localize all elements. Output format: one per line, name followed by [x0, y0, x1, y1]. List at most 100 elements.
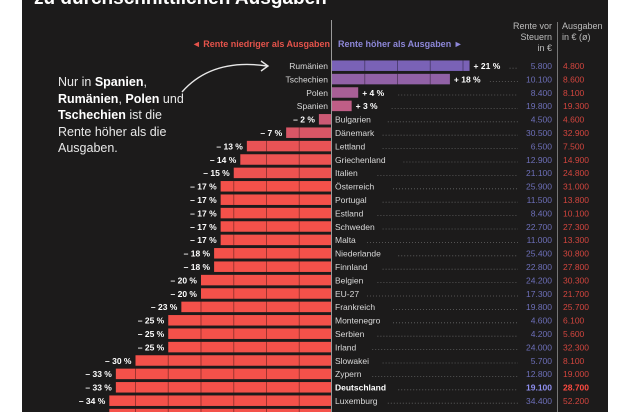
- rente-value: 8.400: [531, 88, 553, 98]
- rente-value: 21.100: [526, 168, 552, 178]
- rente-value: 24.200: [526, 275, 552, 285]
- bar: [332, 87, 359, 98]
- ausgaben-value: 6.100: [563, 316, 585, 326]
- chart-panel: zu durchschnittlichen Ausgaben ◄ Rente n…: [22, 0, 608, 412]
- zero-axis-line: [331, 20, 332, 412]
- ausgaben-value: 30.800: [563, 249, 589, 259]
- percent-label: – 17 %: [190, 235, 217, 245]
- annotation-part: Nur in: [58, 75, 95, 89]
- country-label: Montenegro: [335, 316, 381, 326]
- country-label: Tschechien: [285, 74, 328, 84]
- percent-label: – 17 %: [190, 208, 217, 218]
- ausgaben-value: 4.800: [563, 61, 585, 71]
- chart-title: zu durchschnittlichen Ausgaben: [34, 0, 327, 10]
- ausgaben-value: 27.800: [563, 262, 589, 272]
- ausgaben-value: 32.900: [563, 128, 589, 138]
- rente-value: 10.100: [526, 74, 552, 84]
- country-label: Irland: [335, 342, 357, 352]
- percent-label: – 20 %: [171, 275, 198, 285]
- percent-label: – 17 %: [190, 222, 217, 232]
- percent-label: – 18 %: [184, 262, 211, 272]
- country-label: Slowakei: [335, 356, 369, 366]
- country-label: Belgien: [335, 275, 364, 285]
- annotation-part: Tschechien: [58, 108, 126, 122]
- rente-value: 12.800: [526, 369, 552, 379]
- country-label: Frankreich: [335, 302, 375, 312]
- country-label: Österreich: [335, 182, 374, 192]
- annotation-part: ist die Rente höher als die Ausgaben.: [58, 108, 167, 155]
- legend-rente-hoeher: Rente höher als Ausgaben ►: [338, 39, 463, 49]
- percent-label: + 3 %: [356, 101, 378, 111]
- ausgaben-value: 5.600: [563, 329, 585, 339]
- ausgaben-value: 31.000: [563, 182, 589, 192]
- percent-label: + 21 %: [474, 61, 501, 71]
- rente-value: 4.500: [531, 115, 553, 125]
- country-label: Niederlande: [335, 249, 381, 259]
- ausgaben-value: 28.700: [563, 383, 589, 393]
- rente-value: 17.300: [526, 289, 552, 299]
- ausgaben-value: 13.300: [563, 235, 589, 245]
- ausgaben-value: 8.600: [563, 74, 585, 84]
- ausgaben-value: 32.300: [563, 342, 589, 352]
- rente-value: 12.900: [526, 155, 552, 165]
- annotation-text: Nur in Spanien, Rumänien, Polen und Tsch…: [58, 74, 198, 157]
- percent-label: – 25 %: [138, 342, 165, 352]
- ausgaben-value: 24.800: [563, 168, 589, 178]
- ausgaben-value: 27.300: [563, 222, 589, 232]
- rente-value: 11.000: [527, 235, 553, 245]
- ausgaben-value: 14.900: [563, 155, 589, 165]
- column-header-ausgaben-line2: in € (ø): [562, 32, 591, 42]
- bar: [220, 221, 332, 232]
- bar: [246, 140, 332, 152]
- bar: [286, 127, 332, 138]
- country-label: Spanien: [297, 101, 328, 111]
- rente-value: 11.500: [527, 195, 553, 205]
- bar: [201, 288, 332, 299]
- bar: [168, 315, 332, 326]
- ausgaben-value: 21.700: [563, 289, 589, 299]
- bar: [109, 408, 332, 412]
- bar: [214, 261, 332, 272]
- rente-value: 25.900: [526, 182, 552, 192]
- column-header-rente-line1: Rente vor: [512, 21, 552, 31]
- bar: [220, 194, 332, 205]
- country-label: Luxemburg: [335, 396, 378, 406]
- rente-value: 5.700: [531, 356, 553, 366]
- country-label: Polen: [306, 88, 328, 98]
- annotation-arrow-curve: [181, 63, 268, 93]
- ausgaben-value: 19.000: [563, 369, 589, 379]
- annotation-part: Spanien: [94, 75, 144, 89]
- percent-label: – 33 %: [85, 369, 112, 379]
- bar: [181, 301, 332, 313]
- ausgaben-value: 4.600: [563, 115, 585, 125]
- annotation-part: und: [159, 91, 184, 106]
- ausgaben-value: 30.300: [563, 275, 589, 285]
- rente-value: 4.600: [531, 316, 553, 326]
- annotation-arrow-head: [260, 60, 270, 72]
- ausgaben-value: 13.800: [563, 195, 589, 205]
- percent-label: – 7 %: [260, 128, 282, 138]
- country-label: Estland: [335, 208, 364, 218]
- annotation-part: Rumänien: [58, 91, 119, 106]
- bar: [332, 100, 352, 112]
- rente-value: 34.400: [526, 396, 552, 406]
- bar: [332, 60, 470, 71]
- country-label: Zypern: [335, 369, 362, 379]
- percent-label: – 30 %: [105, 356, 132, 366]
- column-header-rente-line2: Steuern: [520, 32, 552, 42]
- percent-label: – 18 %: [184, 249, 211, 259]
- bar: [332, 73, 450, 85]
- country-label: Bulgarien: [335, 115, 371, 125]
- annotation-part: ,: [118, 91, 126, 106]
- percent-label: – 20 %: [171, 289, 198, 299]
- percent-label: – 34 %: [79, 396, 106, 406]
- ausgaben-value: 7.500: [563, 141, 585, 151]
- rente-value: 30.500: [526, 128, 552, 138]
- rente-value: 25.400: [526, 249, 552, 259]
- percent-label: – 15 %: [203, 168, 230, 178]
- percent-label: – 17 %: [190, 182, 217, 192]
- bar-chart: + 21 % Rumänien 5.800 4.800 + 18 % Tschechien…: [79, 60, 589, 412]
- country-label: Griechenland: [335, 155, 386, 165]
- percent-label: – 25 %: [138, 316, 165, 326]
- percent-label: – 17 %: [190, 195, 217, 205]
